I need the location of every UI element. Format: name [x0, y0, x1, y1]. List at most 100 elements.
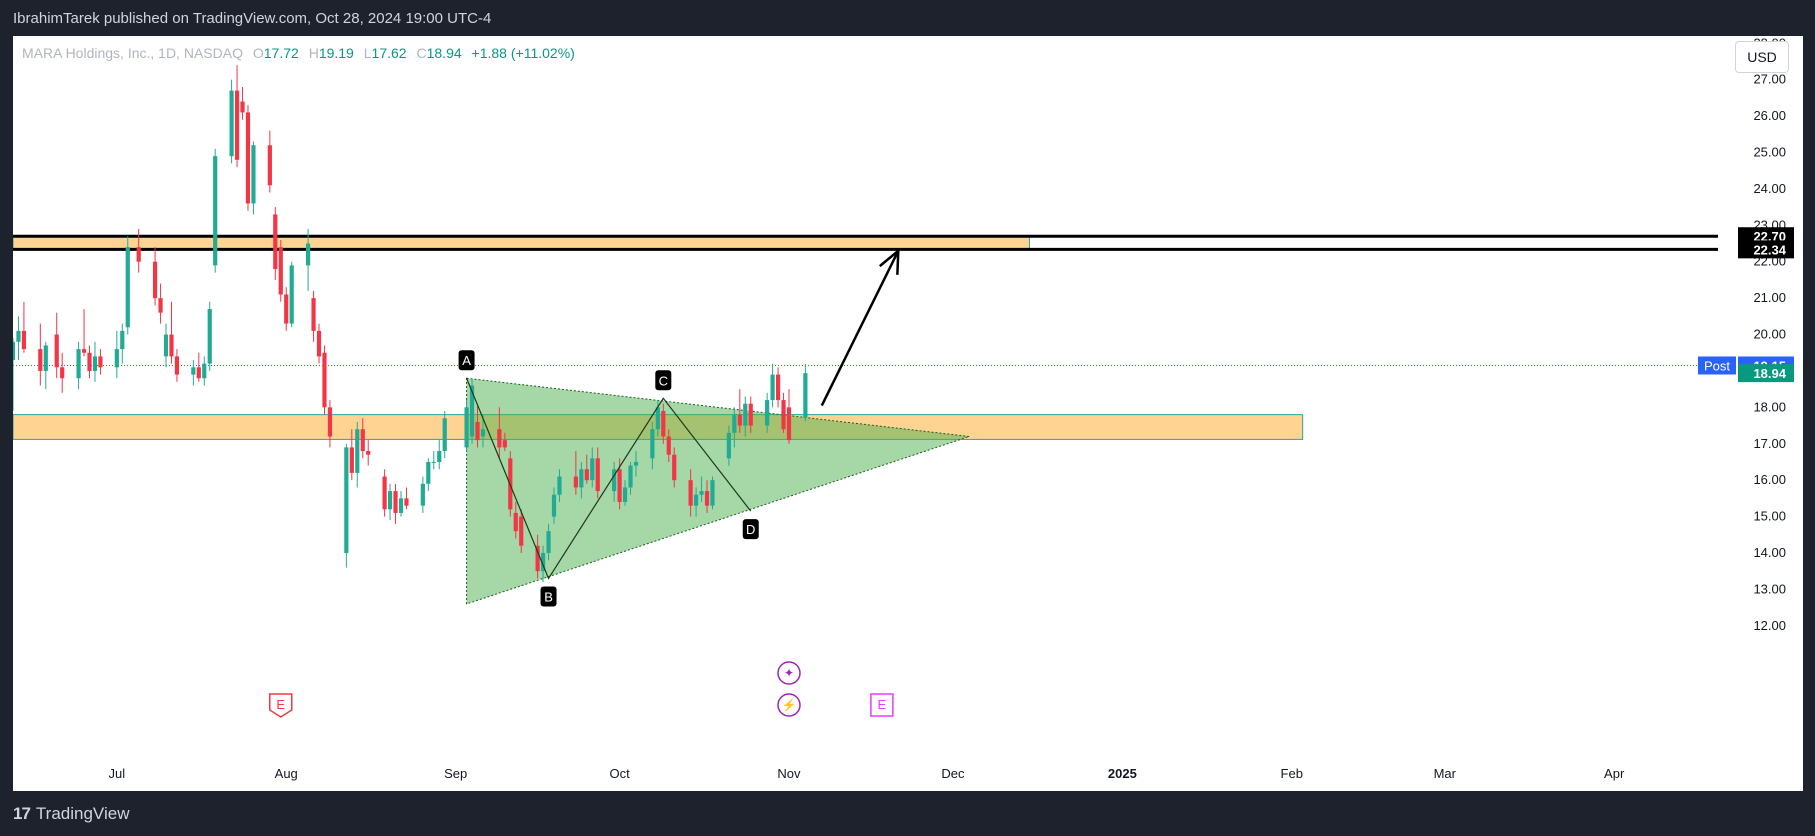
pattern-point-badge — [655, 370, 672, 391]
candle-body — [622, 487, 628, 503]
candle-body — [273, 214, 278, 270]
candle — [650, 421, 655, 470]
event-circle — [777, 661, 801, 685]
candle-body — [174, 356, 180, 375]
pattern-point-label: D — [746, 522, 755, 537]
last-price-label-text: 18.94 — [1753, 366, 1786, 381]
candle-body — [120, 330, 125, 350]
pattern-point-d: D — [742, 519, 759, 540]
candle-body — [98, 356, 103, 368]
candle — [420, 476, 425, 513]
candle — [174, 349, 180, 382]
candle — [437, 440, 442, 470]
candle — [38, 323, 43, 386]
candle-body — [13, 341, 16, 361]
x-axis-tick-label: Oct — [609, 766, 630, 781]
y-axis-tick-label: 20.00 — [1753, 327, 1786, 342]
candle-body — [551, 494, 557, 517]
candle — [76, 341, 81, 390]
candle — [278, 239, 283, 302]
symbol-title[interactable]: MARA Holdings, Inc., 1D, NASDAQ — [22, 45, 243, 61]
candle-body — [213, 156, 218, 266]
tradingview-logo[interactable]: 17 TradingView — [13, 804, 129, 824]
candle-body — [387, 491, 393, 510]
candle-body — [349, 447, 354, 473]
candle-body — [207, 309, 212, 364]
candle — [21, 301, 27, 353]
candle-body — [737, 414, 742, 426]
candle — [125, 236, 130, 335]
candle — [475, 403, 480, 448]
candle-body — [87, 352, 92, 371]
candle — [786, 389, 792, 444]
candle — [202, 356, 207, 386]
y-axis-tick-label: 12.00 — [1753, 618, 1786, 633]
candle-body — [502, 440, 507, 448]
candle-body — [267, 145, 272, 186]
tradingview-logo-icon: 17 — [13, 804, 31, 823]
candle-body — [475, 421, 480, 441]
candle-body — [513, 512, 518, 532]
candle — [316, 323, 322, 364]
price-chart[interactable]: A B C D E ✦ ⚡ E 12.00 13.00 14.00 15.00 16.00 17.00 18… — [13, 36, 1803, 791]
currency-button[interactable]: USD — [1735, 41, 1789, 73]
candle — [743, 396, 748, 437]
candle — [464, 400, 469, 452]
candle — [81, 309, 87, 357]
change-value: +1.88 (+11.02%) — [471, 45, 575, 61]
candle — [13, 338, 16, 411]
candle-body — [169, 334, 174, 357]
y-axis-tick-label: 16.00 — [1753, 472, 1786, 487]
candle — [557, 469, 562, 503]
x-axis-tick-label: Feb — [1281, 766, 1303, 781]
candle-body — [240, 101, 245, 113]
candle-body — [672, 454, 677, 481]
candle-body — [650, 429, 655, 459]
earnings-label: E — [276, 697, 285, 712]
earnings-badge — [870, 693, 894, 717]
candle — [240, 86, 245, 120]
pattern-point-badge — [742, 519, 759, 540]
candle-body — [803, 373, 808, 418]
candle-body — [398, 498, 404, 513]
y-axis-tick-label: 14.00 — [1753, 545, 1786, 560]
candle-body — [81, 349, 87, 353]
y-axis-tick-label: 25.00 — [1753, 145, 1786, 160]
candle-body — [245, 112, 251, 204]
candle — [16, 316, 21, 361]
target-arrow-line — [820, 250, 900, 407]
candle — [267, 130, 272, 193]
candle — [672, 447, 677, 488]
candle — [513, 502, 518, 539]
candle-body — [579, 469, 584, 488]
candle-body — [21, 330, 27, 350]
candle-body — [420, 483, 425, 506]
open-label: O — [252, 45, 264, 61]
candle-body — [584, 469, 589, 481]
pattern-point-b: B — [540, 586, 557, 607]
pattern-point-label: A — [462, 353, 471, 368]
pattern-point-badge — [458, 350, 475, 371]
candle — [584, 454, 589, 484]
low-value: 17.62 — [371, 45, 407, 61]
candle — [497, 407, 502, 459]
candle — [98, 349, 103, 375]
candle-body — [426, 461, 431, 484]
candle — [693, 487, 699, 517]
candle — [431, 451, 436, 470]
candle — [573, 451, 578, 495]
candle — [535, 534, 540, 579]
candle — [426, 458, 431, 492]
candle — [765, 392, 770, 433]
candle — [305, 228, 311, 291]
y-axis-tick-label: 13.00 — [1753, 581, 1786, 596]
candle-body — [54, 334, 59, 368]
candle — [349, 429, 354, 481]
candle — [666, 429, 671, 462]
candle-body — [289, 265, 294, 324]
candle — [382, 469, 387, 517]
candle — [120, 323, 125, 364]
chart-area[interactable]: A B C D E ✦ ⚡ E 12.00 13.00 14.00 15.00 16.00 17.00 18… — [13, 36, 1803, 791]
candle-body — [497, 429, 502, 448]
x-axis-tick-label: Aug — [275, 766, 298, 781]
